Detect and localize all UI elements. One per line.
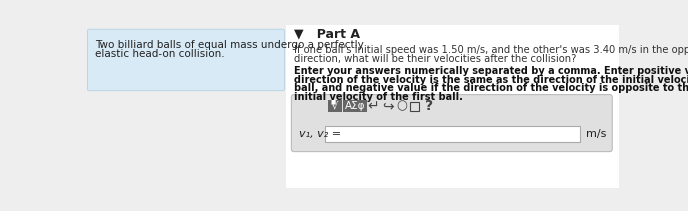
Bar [286, 25, 619, 188]
Text: ↪: ↪ [383, 99, 394, 113]
Text: ○: ○ [397, 100, 407, 113]
FancyBboxPatch shape [87, 29, 284, 91]
Text: direction, what will be their velocities after the collision?: direction, what will be their velocities… [294, 54, 576, 64]
Bar [410, 102, 419, 111]
Bar [343, 100, 367, 112]
Bar [327, 100, 342, 112]
Text: AΣφ: AΣφ [345, 101, 365, 111]
Text: v₁, v₂ =: v₁, v₂ = [299, 129, 341, 139]
Text: elastic head-on collision.: elastic head-on collision. [96, 49, 225, 59]
Text: Two billiard balls of equal mass undergo a perfectly: Two billiard balls of equal mass undergo… [96, 40, 364, 50]
Bar [325, 126, 581, 142]
Text: If one ball's initial speed was 1.50 m/s, and the other's was 3.40 m/s in the op: If one ball's initial speed was 1.50 m/s… [294, 45, 688, 55]
FancyBboxPatch shape [292, 95, 612, 151]
Text: √: √ [332, 100, 338, 110]
Text: ↵: ↵ [367, 99, 378, 113]
Text: m/s: m/s [586, 129, 606, 139]
Text: initial velocity of the first ball.: initial velocity of the first ball. [294, 92, 462, 101]
Text: direction of the velocity is the same as the direction of the initial velocity o: direction of the velocity is the same as… [294, 75, 688, 85]
Text: ■: ■ [330, 99, 335, 104]
Text: ?: ? [425, 99, 433, 113]
Text: Enter your answers numerically separated by a comma. Enter positive value if the: Enter your answers numerically separated… [294, 66, 688, 76]
Text: ▼   Part A: ▼ Part A [294, 28, 360, 41]
Text: ball, and negative value if the direction of the velocity is opposite to the dir: ball, and negative value if the directio… [294, 83, 688, 93]
